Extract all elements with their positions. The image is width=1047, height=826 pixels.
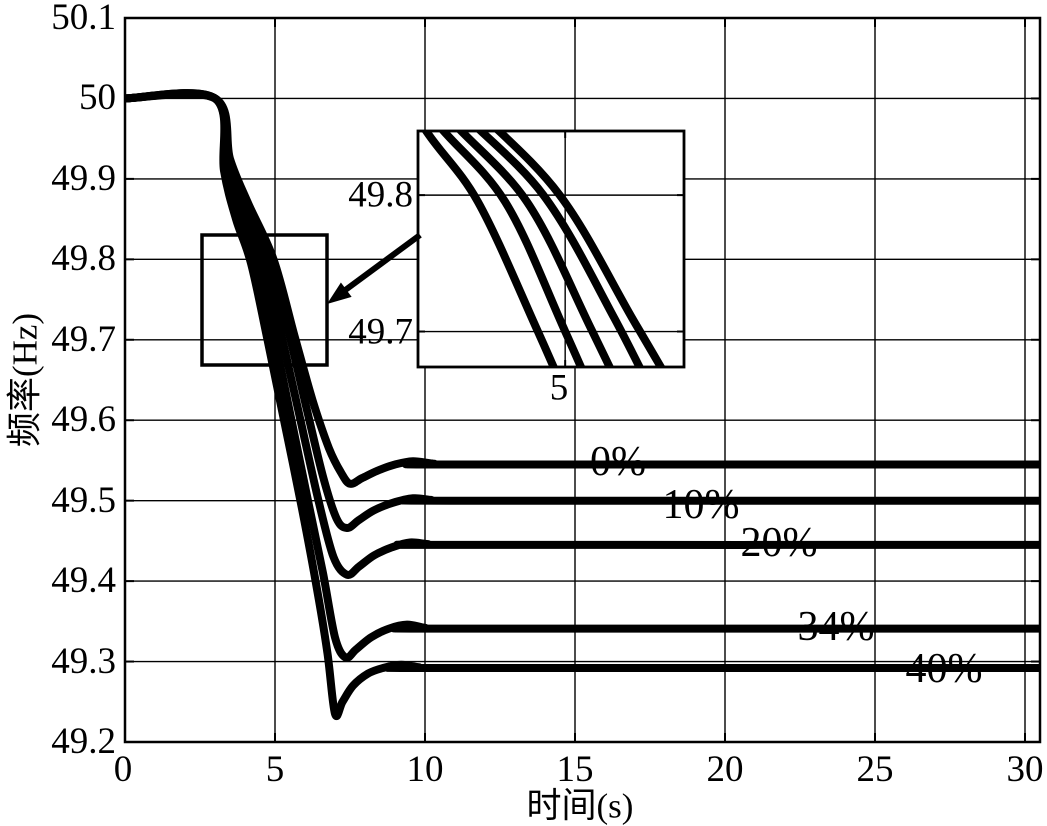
inset-y-tick-label: 49.8 — [348, 174, 413, 216]
inset-plot — [416, 129, 686, 369]
y-tick-label: 50 — [79, 76, 116, 118]
inset-curve-40% — [421, 131, 559, 367]
zoom-region-box — [200, 233, 329, 367]
inset-curve-34% — [438, 131, 586, 367]
series-label-0pct: 0% — [590, 439, 646, 485]
inset-y-tick-label: 49.7 — [348, 311, 413, 353]
x-tick-label: 30 — [1006, 749, 1044, 790]
y-tick-label: 49.2 — [51, 720, 116, 762]
series-label-10pct: 10% — [662, 482, 740, 528]
grid-lines — [125, 18, 1040, 742]
inset-border — [416, 129, 686, 369]
y-tick-label: 49.7 — [51, 318, 116, 360]
frequency-curves — [124, 89, 1041, 721]
series-label-40pct: 40% — [905, 646, 983, 692]
y-tick-label: 50.1 — [51, 0, 116, 38]
y-tick-label: 49.5 — [51, 479, 116, 521]
x-tick-label: 20 — [706, 749, 744, 790]
y-tick-label: 49.4 — [51, 559, 116, 601]
curve-34% — [124, 89, 1041, 662]
x-tick-label: 10 — [406, 749, 444, 790]
curve-20% — [124, 89, 1041, 579]
curve-40% — [124, 89, 1041, 721]
series-label-34pct: 34% — [797, 604, 875, 650]
y-axis-title: 频率(Hz) — [5, 312, 45, 448]
curve-10% — [124, 89, 1041, 532]
x-axis-title: 时间(s) — [526, 786, 634, 826]
series-label-20pct: 20% — [740, 520, 818, 566]
axes-border — [123, 16, 1042, 744]
y-tick-label: 49.9 — [51, 157, 116, 199]
x-tick-label: 5 — [265, 749, 285, 790]
y-tick-label: 49.6 — [51, 398, 116, 440]
x-tick-label: 15 — [556, 749, 594, 790]
x-tick-label: 0 — [113, 749, 133, 790]
y-tick-label: 49.8 — [51, 237, 116, 279]
x-tick-label: 25 — [856, 749, 894, 790]
inset-pointer-arrow — [327, 232, 422, 304]
curve-0% — [124, 89, 1041, 488]
y-tick-label: 49.3 — [51, 640, 116, 682]
tick-marks — [124, 17, 1040, 743]
inset-x-tick-label: 5 — [549, 367, 569, 409]
inset-curves — [421, 131, 666, 367]
